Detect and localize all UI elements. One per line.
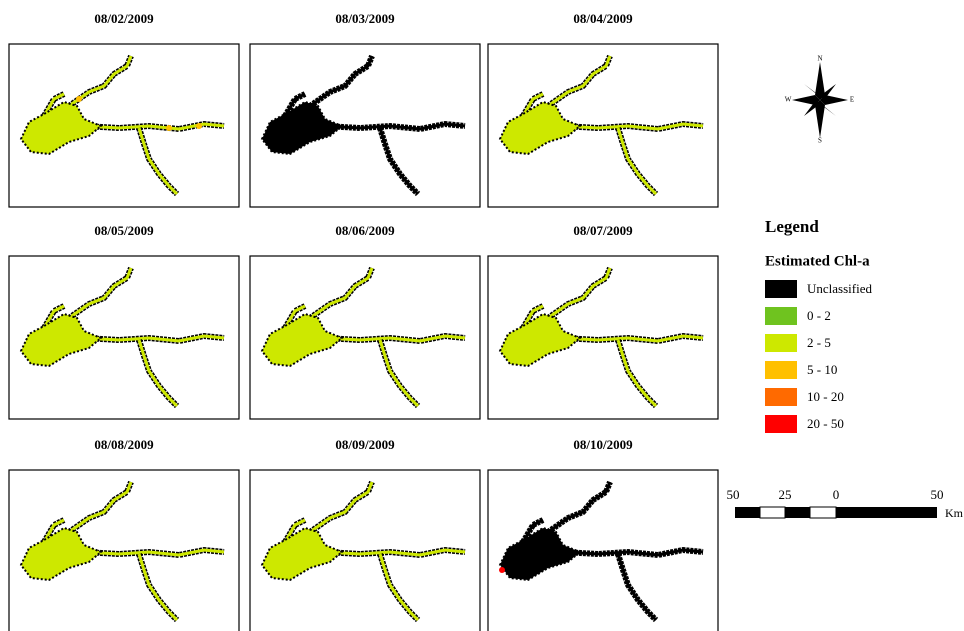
panel-date: 08/05/2009 [94,223,154,238]
figure: N S E W Legend Estimated Chl-a Km 08/02/… [0,0,964,631]
compass: N S E W [785,55,854,145]
hotspot [499,567,505,573]
scale-label: 25 [779,487,792,502]
panel-date: 08/09/2009 [335,437,395,452]
legend-swatch [765,415,797,433]
compass-n: N [817,55,822,63]
legend-swatch [765,334,797,352]
legend-label: 5 - 10 [807,362,837,377]
legend-swatch [765,361,797,379]
scale-label: 0 [833,487,840,502]
compass-s: S [818,137,822,145]
scale-label: 50 [931,487,944,502]
legend-swatch [765,388,797,406]
legend-label: 20 - 50 [807,416,844,431]
legend-label: 10 - 20 [807,389,844,404]
panel-date: 08/07/2009 [573,223,633,238]
legend-label: 0 - 2 [807,308,831,323]
scale-unit: Km [945,506,964,520]
legend-subtitle: Estimated Chl-a [765,253,870,269]
panel-date: 08/08/2009 [94,437,154,452]
legend-label: Unclassified [807,281,872,296]
legend-title: Legend [765,217,819,236]
map-figure: N S E W Legend Estimated Chl-a Km 08/02/… [0,0,964,631]
legend-label: 2 - 5 [807,335,831,350]
panel-date: 08/02/2009 [94,11,154,26]
legend-swatch [765,280,797,298]
panel-date: 08/06/2009 [335,223,395,238]
panel-date: 08/04/2009 [573,11,633,26]
compass-e: E [850,96,854,104]
scale-label: 50 [727,487,740,502]
compass-w: W [785,96,792,104]
hotspot [76,96,82,102]
hotspot [166,125,172,131]
hotspot [196,123,202,129]
scale-bar [735,507,937,518]
legend-swatch [765,307,797,325]
panel-date: 08/10/2009 [573,437,633,452]
panel-date: 08/03/2009 [335,11,395,26]
